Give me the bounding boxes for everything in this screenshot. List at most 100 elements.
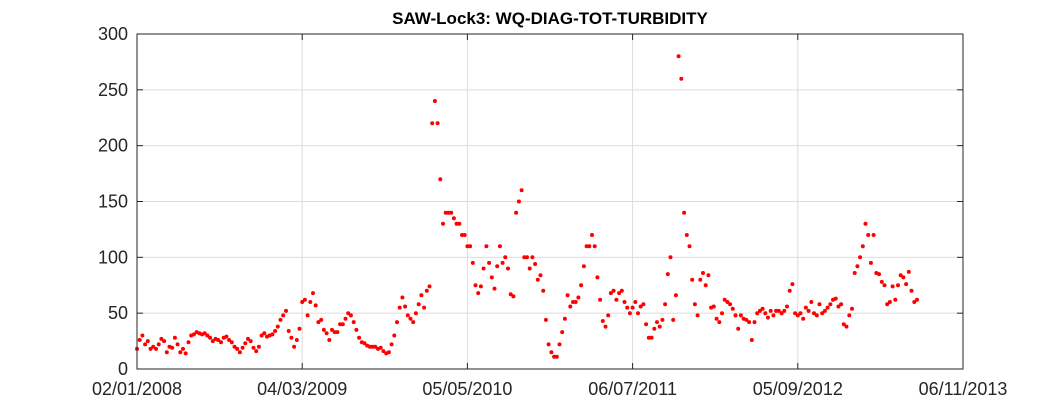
data-point bbox=[511, 294, 516, 299]
data-point bbox=[478, 284, 483, 289]
data-point bbox=[587, 244, 592, 249]
data-point bbox=[809, 300, 814, 304]
data-point bbox=[389, 342, 394, 347]
data-point bbox=[232, 344, 237, 349]
data-point bbox=[630, 305, 635, 310]
data-point bbox=[202, 331, 207, 336]
data-point bbox=[148, 346, 153, 351]
data-point bbox=[313, 303, 318, 308]
data-point bbox=[679, 76, 684, 81]
data-point bbox=[714, 316, 719, 321]
data-point bbox=[636, 311, 640, 316]
data-point bbox=[736, 326, 741, 331]
data-point bbox=[814, 313, 819, 318]
data-point bbox=[438, 177, 443, 182]
data-point bbox=[684, 233, 689, 237]
data-point bbox=[858, 255, 863, 260]
data-point bbox=[541, 288, 546, 293]
data-point bbox=[803, 305, 808, 310]
data-point bbox=[611, 288, 616, 293]
data-point bbox=[489, 275, 494, 280]
data-point bbox=[812, 311, 816, 316]
data-point bbox=[847, 313, 852, 318]
data-point bbox=[603, 324, 608, 329]
data-point bbox=[738, 313, 743, 318]
data-point bbox=[882, 283, 887, 288]
data-point bbox=[592, 244, 597, 249]
data-point bbox=[868, 260, 873, 265]
data-point bbox=[720, 311, 724, 316]
x-tick-label: 06/11/2013 bbox=[919, 379, 1008, 399]
data-point bbox=[608, 291, 613, 296]
data-point bbox=[205, 333, 210, 338]
data-point bbox=[785, 304, 789, 309]
data-point bbox=[836, 304, 841, 309]
data-point bbox=[254, 349, 259, 354]
data-point bbox=[565, 293, 570, 298]
data-point bbox=[676, 54, 681, 59]
data-point bbox=[730, 306, 735, 311]
data-point bbox=[143, 342, 148, 347]
data-point bbox=[790, 282, 795, 287]
data-point bbox=[208, 335, 213, 340]
data-point bbox=[300, 300, 305, 304]
data-point bbox=[435, 121, 440, 126]
data-point bbox=[863, 221, 868, 226]
data-point bbox=[243, 341, 248, 346]
data-point bbox=[286, 329, 291, 333]
data-point bbox=[172, 335, 177, 340]
data-point bbox=[877, 272, 881, 277]
data-point bbox=[278, 317, 283, 322]
data-point bbox=[787, 288, 792, 293]
data-point bbox=[906, 269, 911, 274]
y-tick-label: 100 bbox=[98, 247, 128, 267]
data-point bbox=[698, 277, 703, 282]
data-point bbox=[519, 188, 524, 193]
data-point bbox=[904, 282, 909, 287]
data-point bbox=[235, 346, 240, 351]
data-point bbox=[273, 329, 278, 333]
data-point bbox=[546, 342, 551, 347]
data-point bbox=[292, 344, 297, 349]
data-point bbox=[164, 350, 169, 355]
data-point bbox=[673, 293, 678, 298]
data-point bbox=[598, 297, 603, 302]
data-point bbox=[747, 320, 752, 325]
data-point bbox=[879, 279, 884, 284]
data-point bbox=[343, 316, 348, 321]
data-point bbox=[327, 338, 332, 342]
data-point bbox=[706, 273, 711, 278]
data-point bbox=[525, 255, 529, 260]
data-point bbox=[405, 313, 410, 318]
data-point bbox=[183, 351, 188, 356]
data-point bbox=[497, 244, 502, 249]
data-point bbox=[915, 297, 919, 302]
data-point bbox=[224, 334, 229, 339]
data-point bbox=[468, 244, 473, 249]
data-point bbox=[484, 244, 489, 249]
data-point bbox=[424, 288, 429, 293]
data-point bbox=[381, 349, 386, 354]
x-tick-label: 05/09/2012 bbox=[753, 379, 843, 399]
data-point bbox=[573, 300, 578, 304]
y-tick-label: 50 bbox=[108, 303, 128, 323]
data-point bbox=[622, 300, 627, 304]
data-point bbox=[627, 311, 632, 316]
data-point bbox=[297, 326, 302, 331]
data-point bbox=[527, 266, 532, 271]
data-point bbox=[246, 336, 250, 341]
data-point bbox=[833, 296, 838, 301]
data-point bbox=[663, 302, 668, 307]
data-point bbox=[725, 300, 730, 304]
data-point bbox=[890, 284, 895, 289]
data-point bbox=[692, 302, 697, 307]
data-point bbox=[140, 333, 145, 338]
data-point bbox=[457, 221, 462, 226]
data-point bbox=[330, 327, 334, 332]
data-point bbox=[839, 302, 844, 307]
data-point bbox=[481, 266, 486, 271]
data-point bbox=[871, 233, 876, 237]
data-point bbox=[392, 333, 397, 338]
data-point bbox=[281, 313, 286, 318]
